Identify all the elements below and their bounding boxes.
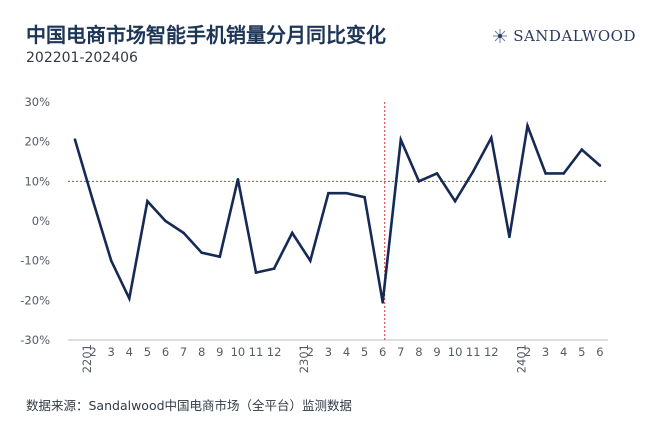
data-point <box>91 199 95 203</box>
data-point <box>73 138 77 141</box>
data-point <box>254 271 258 274</box>
brand-name: SANDALWOOD <box>513 27 636 45</box>
x-tick-label: 4 <box>343 345 350 359</box>
data-point <box>164 219 167 223</box>
x-tick-label: 10 <box>448 345 463 359</box>
y-tick-label: 20% <box>24 135 50 149</box>
x-tick-label: 5 <box>361 345 368 359</box>
data-point <box>272 267 276 270</box>
data-point <box>562 172 565 175</box>
sandalwood-logo-icon <box>493 29 508 43</box>
data-point <box>345 191 348 195</box>
x-tick-label: 12 <box>267 345 282 359</box>
series-line <box>73 120 601 303</box>
y-tick-label: -20% <box>20 293 50 307</box>
data-point <box>490 136 493 139</box>
x-tick-label: 8 <box>198 345 205 359</box>
data-point <box>182 231 185 235</box>
data-point <box>526 124 529 128</box>
y-tick-label: 10% <box>24 174 50 188</box>
x-tick-label: 3 <box>325 345 332 359</box>
y-tick-label: -10% <box>20 254 50 268</box>
data-point <box>435 172 439 175</box>
data-point <box>399 138 403 141</box>
data-point <box>290 231 294 235</box>
data-point <box>363 195 366 199</box>
x-tick-label: 2401 <box>514 344 528 373</box>
data-point <box>544 172 547 175</box>
x-tick-label: 2301 <box>297 344 311 373</box>
x-tick-label: 8 <box>415 345 422 359</box>
x-tick-label: 3 <box>542 345 549 359</box>
x-tick-label: 6 <box>596 345 603 359</box>
x-tick-label: 2 <box>307 345 314 359</box>
brand-logo: SANDALWOOD <box>492 27 636 45</box>
x-tick-label: 2 <box>524 345 531 359</box>
x-tick-label: 7 <box>397 345 404 359</box>
data-point <box>218 255 222 258</box>
data-point <box>146 199 149 203</box>
x-tick-label: 4 <box>560 345 567 359</box>
data-point <box>508 235 511 239</box>
data-point <box>236 178 240 181</box>
x-tick-label: 5 <box>144 345 151 359</box>
data-point <box>453 199 457 203</box>
x-tick-label: 7 <box>180 345 187 359</box>
data-point <box>128 297 131 300</box>
data-point <box>327 191 330 195</box>
x-tick-label: 6 <box>162 345 169 359</box>
x-tick-label: 11 <box>249 345 264 359</box>
chart-title: 中国电商市场智能手机销量分月同比变化 <box>26 23 386 47</box>
data-point <box>580 148 584 151</box>
data-point <box>598 164 602 167</box>
x-tick-label: 2201 <box>80 344 94 373</box>
x-tick-label: 9 <box>433 345 440 359</box>
source-note: 数据来源：Sandalwood中国电商市场（全平台）监测数据 <box>26 398 353 413</box>
data-point <box>309 259 312 262</box>
data-point <box>471 170 475 173</box>
x-tick-label: 2 <box>89 345 96 359</box>
x-tick-label: 4 <box>126 345 133 359</box>
y-tick-label: -30% <box>20 333 50 347</box>
x-tick-label: 6 <box>379 345 386 359</box>
y-tick-label: 0% <box>32 214 50 228</box>
x-tick-label: 10 <box>231 345 246 359</box>
data-point <box>109 259 113 262</box>
x-tick-label: 3 <box>108 345 115 359</box>
data-point <box>417 180 421 183</box>
y-tick-label: 30% <box>24 95 50 109</box>
x-tick-label: 12 <box>484 345 499 359</box>
data-point <box>200 251 203 255</box>
x-tick-label: 5 <box>578 345 585 359</box>
data-point <box>381 301 385 304</box>
x-tick-label: 9 <box>216 345 223 359</box>
x-tick-label: 11 <box>466 345 481 359</box>
chart-subtitle: 202201-202406 <box>26 50 138 66</box>
